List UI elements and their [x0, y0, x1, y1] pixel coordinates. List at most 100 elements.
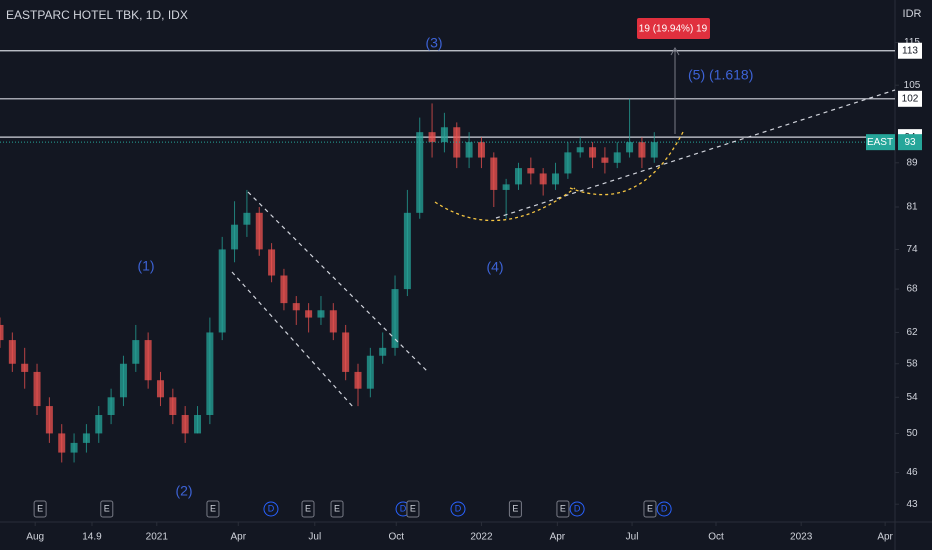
candle-body: [280, 275, 288, 304]
wave-label: (1): [137, 258, 154, 274]
candle-body: [589, 147, 597, 158]
candle-body: [329, 310, 337, 333]
trend-line: [495, 89, 896, 219]
event-label: D: [268, 503, 275, 513]
candle-body: [58, 433, 66, 453]
candle-body: [231, 224, 239, 250]
symbol-box: [866, 134, 895, 151]
candle-body: [354, 371, 362, 389]
candle-body: [564, 152, 572, 174]
event-marker: [450, 501, 466, 517]
x-tick-label: 2021: [146, 532, 169, 543]
candle-body: [156, 380, 164, 398]
candle-body: [465, 142, 473, 158]
wave-label: (3): [425, 35, 442, 51]
x-tick-label: 14.9: [82, 532, 102, 543]
event-marker: [643, 500, 657, 518]
candle-body: [119, 363, 127, 398]
event-label: E: [410, 503, 416, 513]
event-marker: [330, 500, 344, 518]
candle-body: [144, 340, 152, 381]
candle-body: [70, 442, 78, 453]
candle-body: [552, 173, 560, 185]
candle-body: [379, 347, 387, 356]
event-marker: [556, 500, 570, 518]
candle-body: [194, 415, 202, 434]
candle-body: [218, 249, 226, 333]
y-tick-label: 62: [906, 327, 918, 338]
candle-body: [82, 433, 90, 443]
x-tick-label: Apr: [230, 532, 246, 543]
event-marker: [263, 501, 279, 517]
candle-body: [317, 310, 325, 318]
y-tick-label: 58: [906, 358, 918, 369]
x-tick-label: Apr: [550, 532, 566, 543]
x-tick-label: Apr: [877, 532, 893, 543]
wave-label: (2): [175, 483, 192, 499]
candle-body: [626, 142, 634, 153]
candle-body: [342, 332, 350, 372]
candle-body: [403, 212, 411, 290]
candle-body: [206, 332, 214, 416]
level-box: [898, 90, 922, 107]
candle-body: [292, 303, 300, 311]
candle-body: [613, 152, 621, 163]
x-tick-label: 2023: [790, 532, 813, 543]
event-marker: [33, 500, 47, 518]
candle-body: [268, 249, 276, 276]
candle-body: [305, 310, 313, 318]
candle-body: [391, 289, 399, 348]
event-marker: [206, 500, 220, 518]
level-box: [898, 42, 922, 59]
candle-body: [33, 371, 41, 407]
x-tick-label: Oct: [708, 532, 724, 543]
y-tick-label: 81: [906, 202, 918, 213]
event-label: E: [210, 503, 216, 513]
candle-body: [132, 340, 140, 364]
event-label: D: [574, 503, 581, 513]
y-tick-label: 115: [904, 37, 920, 48]
event-marker: [100, 500, 114, 518]
plot: [0, 50, 895, 463]
candle-body: [243, 212, 251, 225]
candle-body: [539, 173, 547, 185]
y-tick-label: 89: [906, 157, 918, 168]
y-tick-label: 46: [906, 467, 918, 478]
event-marker: [569, 501, 585, 517]
last-price-box: [898, 134, 922, 151]
drawings: [231, 89, 896, 409]
x-tick-label: Jul: [308, 532, 321, 543]
candle-body: [8, 340, 16, 364]
event-label: E: [37, 503, 43, 513]
event-label: E: [305, 503, 311, 513]
level-label: 102: [902, 93, 919, 104]
candle-body: [502, 184, 510, 190]
candle-body: [576, 147, 584, 153]
event-marker: [656, 501, 672, 517]
x-tick-label: Jul: [626, 532, 639, 543]
y-tick-label: 43: [906, 499, 918, 510]
y-tick-label: 105: [904, 80, 921, 91]
event-label: E: [104, 503, 110, 513]
x-tick-label: Aug: [26, 532, 44, 543]
arcs: [434, 131, 684, 222]
event-label: E: [647, 503, 653, 513]
candle-body: [416, 132, 424, 213]
symbol-label: EAST: [867, 137, 893, 148]
x-tick-label: Oct: [388, 532, 404, 543]
candle-body: [440, 127, 448, 143]
candle-body: [638, 142, 646, 158]
y-tick-label: 54: [906, 392, 918, 403]
measure-label: 19 (19.94%) 19: [639, 24, 708, 35]
wave-label: (5) (1.618): [688, 67, 753, 83]
candle-body: [107, 397, 115, 416]
measure-box: [637, 18, 710, 39]
measure-arrow: [670, 46, 680, 56]
candle-body: [514, 168, 522, 185]
level-label: 113: [902, 45, 918, 56]
event-marker: [406, 500, 420, 518]
candle-body: [428, 132, 436, 143]
candle-body: [490, 157, 498, 190]
